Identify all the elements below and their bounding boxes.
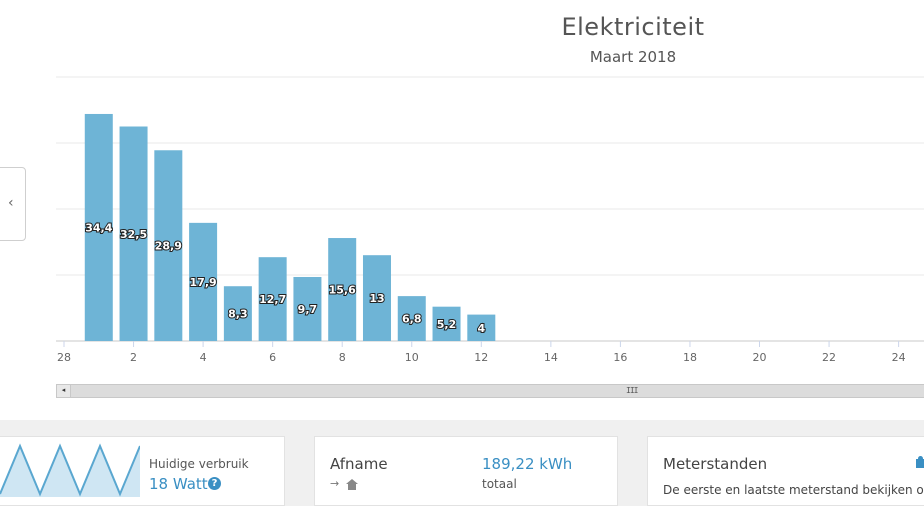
chart-scrollbar[interactable]: ◂ III: [56, 384, 924, 398]
bar: [189, 222, 218, 341]
intake-total-value: 189,22 kWh: [482, 455, 573, 473]
x-tick-label: 12: [474, 351, 488, 364]
x-tick-label: 16: [613, 351, 627, 364]
data-label: 12,7: [259, 293, 286, 306]
bar: [258, 257, 287, 341]
bar: [328, 238, 357, 341]
bar: [362, 255, 391, 341]
data-label: 5,2: [437, 318, 457, 331]
x-tick-label: 28: [57, 351, 71, 364]
data-label: 9,7: [298, 303, 318, 316]
meter-readings-description: De eerste en laatste meterstand bekijken…: [663, 483, 924, 497]
data-label: 13: [369, 292, 384, 305]
sparkline-line: [0, 443, 140, 497]
x-tick-label: 14: [544, 351, 558, 364]
live-sparkline: [0, 443, 140, 497]
intake-total-label: totaal: [482, 477, 517, 491]
home-icon: [346, 479, 358, 490]
data-label: 4: [477, 322, 485, 335]
live-usage-value: 18 Watt: [149, 475, 208, 493]
bar: [293, 276, 322, 341]
x-tick-label: 2: [130, 351, 137, 364]
x-tick-label: 18: [683, 351, 697, 364]
bar: [397, 296, 426, 341]
data-label: 34,4: [85, 221, 112, 234]
intake-label: Afname: [330, 455, 388, 473]
scrollbar-thumb[interactable]: III: [71, 385, 924, 397]
data-label: 17,9: [190, 276, 217, 289]
data-label: 6,8: [402, 313, 422, 326]
bar: [223, 286, 252, 341]
x-tick-label: 10: [405, 351, 419, 364]
live-usage-card: Huidige verbruik 18 Watt ?: [0, 436, 285, 506]
x-tick-label: 24: [892, 351, 906, 364]
chevron-left-icon: ‹: [8, 195, 14, 211]
help-icon[interactable]: ?: [208, 477, 221, 490]
data-label: 8,3: [228, 308, 248, 321]
x-tick-label: 20: [753, 351, 767, 364]
bar: [119, 126, 148, 341]
x-tick-label: 22: [822, 351, 836, 364]
x-tick-label: 4: [200, 351, 207, 364]
bar: [432, 306, 461, 341]
chart-panel: [0, 0, 924, 420]
bar: [467, 314, 496, 341]
live-usage-label: Huidige verbruik: [149, 457, 249, 471]
scroll-left-arrow-icon[interactable]: ◂: [57, 385, 71, 397]
puzzle-icon[interactable]: [914, 456, 924, 470]
data-label: 15,6: [329, 284, 356, 297]
data-label: 28,9: [155, 240, 182, 253]
chart-subtitle: Maart 2018: [589, 48, 677, 66]
chart-title: Elektriciteit: [561, 13, 705, 41]
meter-readings-title: Meterstanden: [663, 455, 768, 473]
x-tick-label: 8: [339, 351, 346, 364]
scrollbar-grip-icon: III: [626, 386, 638, 395]
bar: [154, 150, 183, 341]
bar: [84, 113, 113, 342]
meter-readings-card: Meterstanden De eerste en laatste meters…: [647, 436, 924, 506]
previous-period-button[interactable]: ‹: [0, 167, 26, 241]
x-tick-label: 6: [269, 351, 276, 364]
arrow-right-icon: →: [330, 477, 340, 490]
intake-card: Afname → 189,22 kWh totaal: [314, 436, 618, 506]
data-label: 32,5: [120, 228, 147, 241]
